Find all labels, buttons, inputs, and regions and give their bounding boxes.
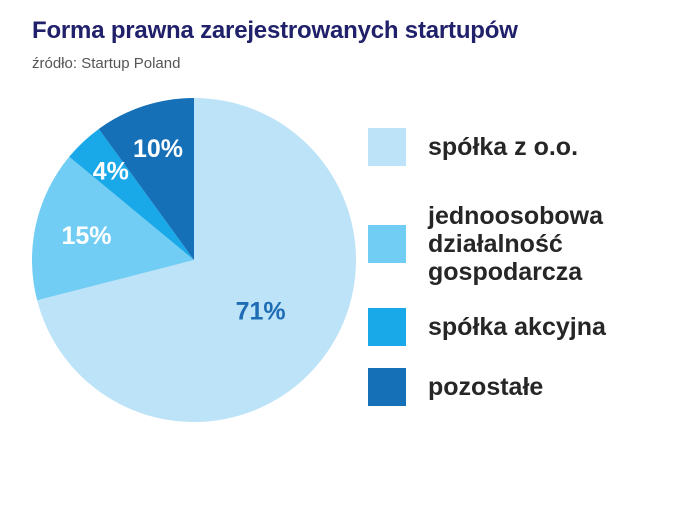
legend-label: spółka akcyjna <box>428 313 606 341</box>
legend-item: jednoosobowa działalność gospodarcza <box>368 202 668 286</box>
legend-swatch <box>368 308 406 346</box>
slice-value-label: 4% <box>93 157 129 185</box>
legend-item: pozostałe <box>368 368 668 406</box>
legend-label: spółka z o.o. <box>428 133 579 161</box>
chart-source: źródło: Startup Poland <box>32 55 181 72</box>
pie-slice <box>37 98 356 422</box>
legend-item: spółka z o.o. <box>368 128 668 166</box>
legend-label: pozostałe <box>428 373 544 401</box>
pie-slice <box>98 98 194 260</box>
slice-value-label: 71% <box>236 298 286 326</box>
slice-value-label: 10% <box>133 135 183 163</box>
slice-value-label: 15% <box>61 222 111 250</box>
pie-slice <box>69 128 194 260</box>
pie-slices <box>32 98 356 422</box>
pie-slice <box>32 156 195 301</box>
chart-title: Forma prawna zarejestrowanych startupów <box>32 17 518 44</box>
legend-item: spółka akcyjna <box>368 308 668 346</box>
legend-label: jednoosobowa działalność gospodarcza <box>428 202 603 286</box>
legend-swatch <box>368 128 406 166</box>
pie-labels: 71% 15% 4%10% <box>61 135 285 326</box>
legend-swatch <box>368 368 406 406</box>
legend-swatch <box>368 225 406 263</box>
